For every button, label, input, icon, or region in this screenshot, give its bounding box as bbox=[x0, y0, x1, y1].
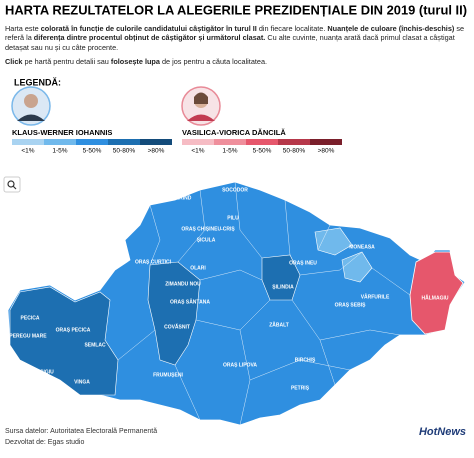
locality-label: PECICA bbox=[21, 315, 40, 321]
portrait bbox=[11, 86, 51, 126]
legend-label: <1% bbox=[191, 148, 204, 155]
legend-label: 5-50% bbox=[83, 148, 102, 155]
text-segment: din fiecare localitate. bbox=[256, 24, 328, 33]
locality-label: PETRIȘ bbox=[291, 385, 310, 391]
legend-label: 5-50% bbox=[253, 148, 272, 155]
locality-label: ORAȘ SEBIȘ bbox=[335, 302, 367, 308]
locality-label: ORAȘ SÂNTANA bbox=[170, 298, 210, 305]
candidate-name: VASILICA-VIORICA DĂNCILĂ bbox=[182, 128, 286, 137]
candidate-name: KLAUS-WERNER IOHANNIS bbox=[12, 128, 112, 137]
locality-label: ZERIND bbox=[173, 195, 192, 201]
paragraph: Click pe hartă pentru detalii sau folose… bbox=[5, 57, 469, 66]
text-segment: Harta este bbox=[5, 24, 41, 33]
legend-label: <1% bbox=[21, 148, 34, 155]
legend-swatch bbox=[278, 139, 310, 145]
legend-swatch bbox=[310, 139, 342, 145]
text-segment: Click bbox=[5, 57, 23, 67]
text-segment: pe hartă pentru detalii sau bbox=[22, 57, 111, 67]
legend-label: >80% bbox=[148, 148, 165, 155]
legend-label: 50-80% bbox=[113, 148, 136, 155]
legend-label: 1-5% bbox=[52, 148, 67, 155]
locality-label: ZĂBALT bbox=[269, 321, 289, 328]
locality-label: SOCODOR bbox=[222, 187, 248, 193]
locality-label: PILU bbox=[227, 215, 239, 221]
text-segment: Cu alte cuvinte, nuanța arată dacă primu… bbox=[5, 33, 455, 52]
locality-label: ORAȘ LIPOVA bbox=[223, 362, 257, 368]
text-segment: se referă la bbox=[5, 24, 465, 43]
locality-label: PEREGU MARE bbox=[9, 333, 47, 339]
text-segment: colorată în funcție de culorile candidat… bbox=[40, 24, 257, 33]
paragraph: Harta este colorată în funcție de culori… bbox=[5, 24, 469, 52]
legend: KLAUS-WERNER IOHANNIS <1% 1-5% 5-50% 50-80% >… bbox=[12, 128, 342, 155]
portrait bbox=[181, 86, 221, 126]
locality-label: BIRCHIȘ bbox=[295, 357, 316, 363]
legend-swatch bbox=[214, 139, 246, 145]
locality-label: ORAȘ PECICA bbox=[56, 327, 91, 333]
title: HARTA REZULTATELOR LA ALEGERILE PREZIDEN… bbox=[5, 2, 467, 17]
locality-label: MONEASA bbox=[349, 244, 375, 250]
developer: Dezvoltat de: Egas studio bbox=[5, 439, 85, 446]
locality-label: VÂRFURILE bbox=[361, 293, 390, 300]
locality-label: ȘILINDIA bbox=[272, 284, 294, 290]
text-segment: de jos pentru a căuta localitatea. bbox=[159, 57, 268, 67]
text-segment: Nuanțele de culoare (închis-deschis) bbox=[327, 24, 455, 33]
locality-label: ORAȘ CURTICI bbox=[135, 259, 172, 265]
locality-label: ORAȘ INEU bbox=[289, 260, 317, 266]
legend-label: >80% bbox=[318, 148, 335, 155]
legend-swatch bbox=[108, 139, 140, 145]
legend-swatch bbox=[44, 139, 76, 145]
legend-swatch bbox=[246, 139, 278, 145]
locality-label: FRUMUȘENI bbox=[153, 372, 183, 378]
locality-label: COVĂSNIT bbox=[164, 323, 190, 330]
locality-label: HĂLMAGIU bbox=[422, 294, 449, 301]
locality-label: VINGA bbox=[74, 379, 90, 385]
locality-label: SECUSIGIU bbox=[26, 369, 54, 375]
legend-swatch bbox=[140, 139, 172, 145]
description: Harta este colorată în funcție de culori… bbox=[5, 24, 469, 72]
legend-swatch bbox=[182, 139, 214, 145]
locality-label: ORAȘ CHIȘINEU-CRIȘ bbox=[181, 226, 235, 232]
legend-swatch bbox=[12, 139, 44, 145]
locality-label: SEMLAC bbox=[84, 342, 106, 348]
locality-label: OLARI bbox=[190, 265, 206, 271]
locality-label: ȘICULA bbox=[197, 237, 216, 243]
locality-label: ZIMANDU NOU bbox=[165, 281, 201, 287]
text-segment: folosește lupa bbox=[110, 57, 160, 67]
logo: HotNews bbox=[419, 426, 466, 438]
text-segment: diferența dintre procentul obținut de câ… bbox=[33, 33, 266, 43]
legend-label: 1-5% bbox=[222, 148, 237, 155]
source: Sursa datelor: Autoritatea Electorală Pe… bbox=[5, 428, 158, 435]
search-button[interactable] bbox=[3, 176, 21, 193]
legend-title: LEGENDĂ: bbox=[14, 77, 61, 87]
legend-swatch bbox=[76, 139, 108, 145]
map[interactable]: ZERIND SOCODOR PILU OLARI ZIMANDU NOU ORAȘ CU… bbox=[7, 181, 466, 426]
legend-label: 50-80% bbox=[283, 148, 306, 155]
